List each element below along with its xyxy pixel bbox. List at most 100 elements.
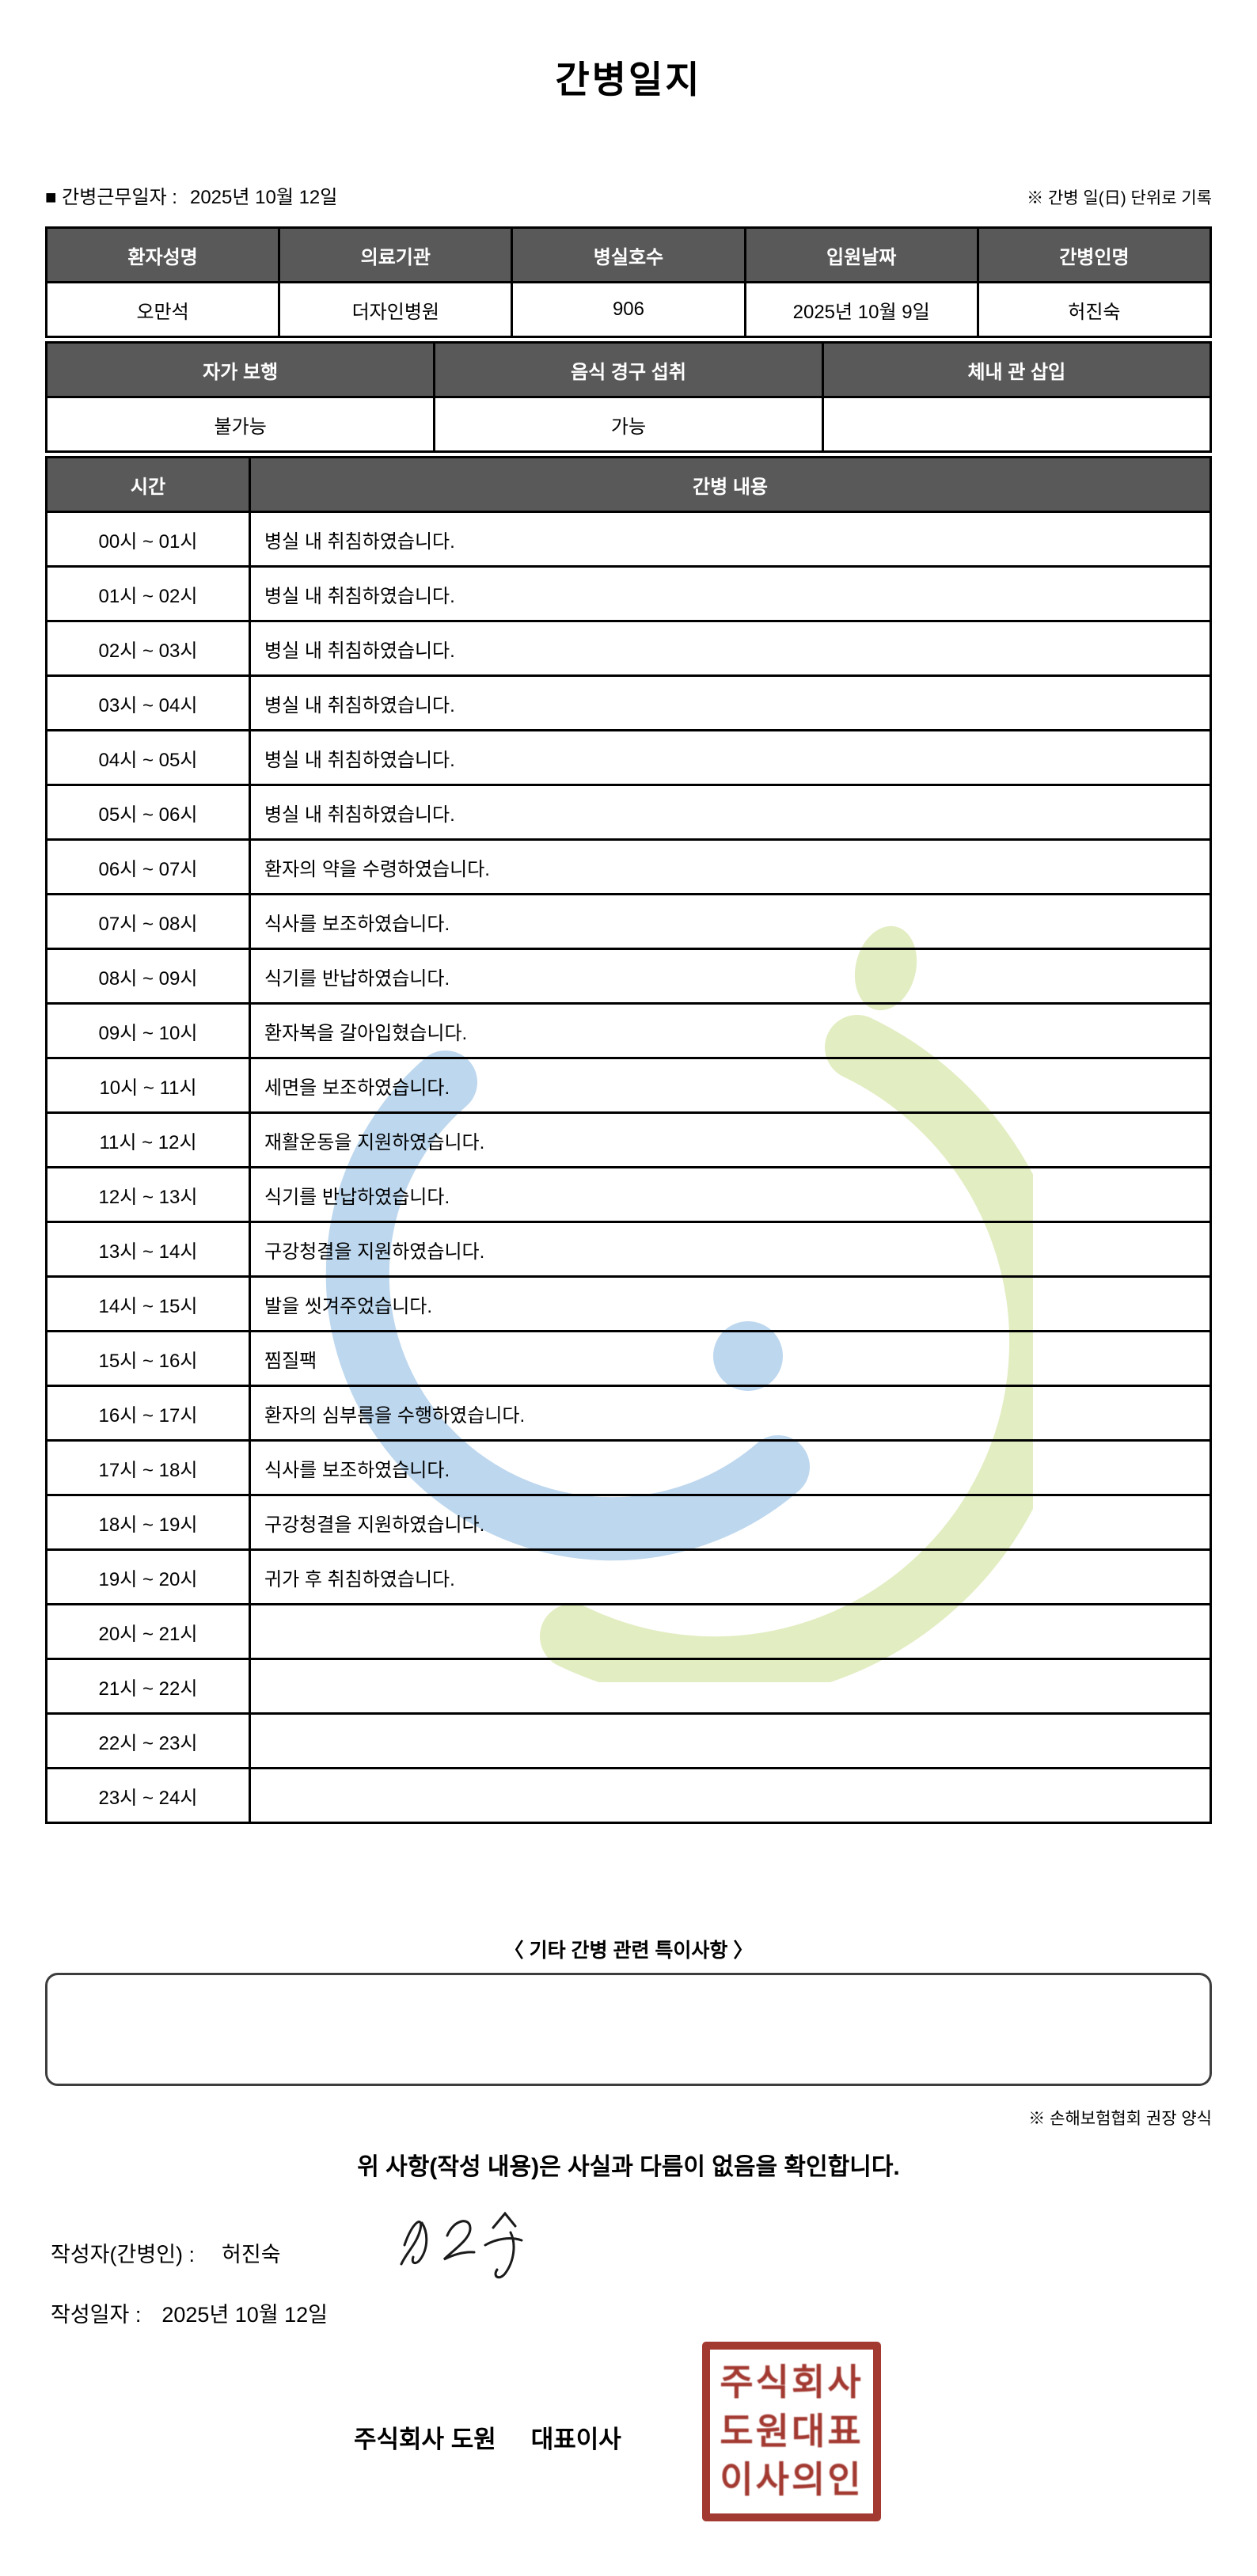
time-cell: 18시 ~ 19시	[45, 1494, 251, 1551]
care-row-12: 12시 ~ 13시 식기를 반납하였습니다.	[45, 1166, 1212, 1223]
content-cell	[249, 1767, 1212, 1824]
time-cell: 16시 ~ 17시	[45, 1385, 251, 1442]
care-row-11: 11시 ~ 12시 재활운동을 지원하였습니다.	[45, 1111, 1212, 1168]
writer-line: 작성자(간병인) : 허진숙	[51, 2237, 281, 2268]
care-row-16: 16시 ~ 17시 환자의 심부름을 수행하였습니다.	[45, 1385, 1212, 1442]
content-cell: 환자복을 갈아입혔습니다.	[249, 1002, 1212, 1059]
time-cell: 07시 ~ 08시	[45, 893, 251, 950]
work-date-value: 2025년 10월 12일	[189, 187, 338, 208]
care-row-04: 04시 ~ 05시 병실 내 취침하였습니다.	[45, 729, 1212, 786]
corporate-seal-stamp: 주식회사 도원대표 이사의인	[702, 2342, 881, 2521]
content-cell: 병실 내 취침하였습니다.	[249, 674, 1212, 731]
extra-notes-heading: 〈 기타 간병 관련 특이사항 〉	[503, 1940, 754, 1962]
content-cell: 병실 내 취침하였습니다.	[249, 729, 1212, 786]
care-row-23: 23시 ~ 24시	[45, 1767, 1212, 1824]
tables-area: 환자성명 의료기관 병실호수 입원날짜 간병인명 오만석 더자인병원 906 2…	[44, 226, 1213, 1824]
patient-value-row: 오만석 더자인병원 906 2025년 10월 9일 허진숙	[44, 281, 1213, 338]
unit-note: ※ 간병 일(日) 단위로 기록	[1027, 189, 1212, 207]
content-cell: 재활운동을 지원하였습니다.	[249, 1111, 1212, 1168]
care-row-19: 19시 ~ 20시 귀가 후 취침하였습니다.	[45, 1548, 1212, 1605]
status-header-row: 자가 보행 음식 경구 섭취 체내 관 삽입	[44, 341, 1213, 398]
time-cell: 02시 ~ 03시	[45, 620, 251, 677]
col-header-self-walking: 자가 보행	[44, 341, 436, 398]
care-row-20: 20시 ~ 21시	[45, 1603, 1212, 1660]
care-row-01: 01시 ~ 02시 병실 내 취침하였습니다.	[45, 565, 1212, 622]
handwritten-signature	[400, 2211, 523, 2279]
time-cell: 09시 ~ 10시	[45, 1002, 251, 1059]
room-number-value: 906	[511, 281, 746, 338]
content-cell: 구강청결을 지원하였습니다.	[249, 1221, 1212, 1278]
institution-value: 더자인병원	[278, 281, 514, 338]
care-row-06: 06시 ~ 07시 환자의 약을 수령하였습니다.	[45, 838, 1212, 895]
seal-text-row: 이사의인	[720, 2459, 864, 2501]
page-title: 간병일지	[555, 59, 702, 101]
meta-row: ■ 간병근무일자 : 2025년 10월 12일 ※ 간병 일(日) 단위로 기…	[45, 181, 1212, 209]
writer-name: 허진숙	[222, 2243, 281, 2266]
content-cell: 세면을 보조하였습니다.	[249, 1057, 1212, 1114]
care-header-row: 시간 간병 내용	[45, 456, 1212, 513]
care-row-22: 22시 ~ 23시	[45, 1712, 1212, 1769]
care-log-table: 시간 간병 내용 00시 ~ 01시 병실 내 취침하였습니다. 01시 ~ 02…	[45, 456, 1212, 1824]
content-cell	[249, 1658, 1212, 1715]
col-header-patient-name: 환자성명	[44, 226, 281, 283]
content-cell: 식사를 보조하였습니다.	[249, 893, 1212, 950]
time-cell: 14시 ~ 15시	[45, 1275, 251, 1332]
status-value-row: 불가능 가능	[44, 396, 1213, 453]
content-cell: 병실 내 취침하였습니다.	[249, 784, 1212, 841]
care-row-10: 10시 ~ 11시 세면을 보조하였습니다.	[45, 1057, 1212, 1114]
time-cell: 11시 ~ 12시	[45, 1111, 251, 1168]
self-walking-value: 불가능	[44, 396, 436, 453]
time-cell: 22시 ~ 23시	[45, 1712, 251, 1769]
time-cell: 00시 ~ 01시	[45, 511, 251, 568]
content-cell	[249, 1603, 1212, 1660]
time-cell: 10시 ~ 11시	[45, 1057, 251, 1114]
patient-name-value: 오만석	[44, 281, 281, 338]
col-header-caregiver-name: 간병인명	[976, 226, 1213, 283]
care-row-13: 13시 ~ 14시 구강청결을 지원하였습니다.	[45, 1221, 1212, 1278]
extra-notes-box[interactable]	[45, 1973, 1212, 2086]
col-header-care-content: 간병 내용	[249, 456, 1212, 513]
content-cell: 발을 씻겨주었습니다.	[249, 1275, 1212, 1332]
time-cell: 12시 ~ 13시	[45, 1166, 251, 1223]
col-header-institution: 의료기관	[278, 226, 514, 283]
care-row-18: 18시 ~ 19시 구강청결을 지원하였습니다.	[45, 1494, 1212, 1551]
writer-label: 작성자(간병인) :	[51, 2243, 196, 2266]
time-cell: 04시 ~ 05시	[45, 729, 251, 786]
tube-insertion-value	[821, 396, 1213, 453]
col-header-time: 시간	[45, 456, 251, 513]
recommended-form-note: ※ 손해보험협회 권장 양식	[1028, 2110, 1212, 2128]
patient-info-table: 환자성명 의료기관 병실호수 입원날짜 간병인명 오만석 더자인병원 906 2…	[44, 226, 1213, 338]
patient-status-table: 자가 보행 음식 경구 섭취 체내 관 삽입 불가능 가능	[44, 341, 1213, 453]
col-header-room-number: 병실호수	[511, 226, 746, 283]
care-row-07: 07시 ~ 08시 식사를 보조하였습니다.	[45, 893, 1212, 950]
company-role: 대표이사	[530, 2426, 621, 2453]
time-cell: 05시 ~ 06시	[45, 784, 251, 841]
time-cell: 01시 ~ 02시	[45, 565, 251, 622]
content-cell: 병실 내 취침하였습니다.	[249, 565, 1212, 622]
care-row-03: 03시 ~ 04시 병실 내 취침하였습니다.	[45, 674, 1212, 731]
work-date-label: ■ 간병근무일자 :	[45, 187, 177, 208]
col-header-tube-insertion: 체내 관 삽입	[821, 341, 1213, 398]
time-cell: 03시 ~ 04시	[45, 674, 251, 731]
care-row-08: 08시 ~ 09시 식기를 반납하였습니다.	[45, 948, 1212, 1005]
company-name: 주식회사 도원	[354, 2426, 496, 2453]
care-row-17: 17시 ~ 18시 식사를 보조하였습니다.	[45, 1439, 1212, 1496]
work-date-line: ■ 간병근무일자 : 2025년 10월 12일	[45, 181, 337, 209]
time-cell: 13시 ~ 14시	[45, 1221, 251, 1278]
confirmation-statement: 위 사항(작성 내용)은 사실과 다름이 없음을 확인합니다.	[357, 2154, 900, 2180]
time-cell: 08시 ~ 09시	[45, 948, 251, 1005]
care-row-15: 15시 ~ 16시 찜질팩	[45, 1330, 1212, 1387]
content-cell: 병실 내 취침하였습니다.	[249, 511, 1212, 568]
col-header-oral-intake: 음식 경구 섭취	[433, 341, 824, 398]
patient-header-row: 환자성명 의료기관 병실호수 입원날짜 간병인명	[44, 226, 1213, 283]
care-row-00: 00시 ~ 01시 병실 내 취침하였습니다.	[45, 511, 1212, 568]
content-cell: 병실 내 취침하였습니다.	[249, 620, 1212, 677]
time-cell: 15시 ~ 16시	[45, 1330, 251, 1387]
care-row-05: 05시 ~ 06시 병실 내 취침하였습니다.	[45, 784, 1212, 841]
written-date-line: 작성일자 : 2025년 10월 12일	[51, 2297, 328, 2328]
time-cell: 23시 ~ 24시	[45, 1767, 251, 1824]
admission-date-value: 2025년 10월 9일	[743, 281, 979, 338]
care-row-14: 14시 ~ 15시 발을 씻겨주었습니다.	[45, 1275, 1212, 1332]
time-cell: 20시 ~ 21시	[45, 1603, 251, 1660]
